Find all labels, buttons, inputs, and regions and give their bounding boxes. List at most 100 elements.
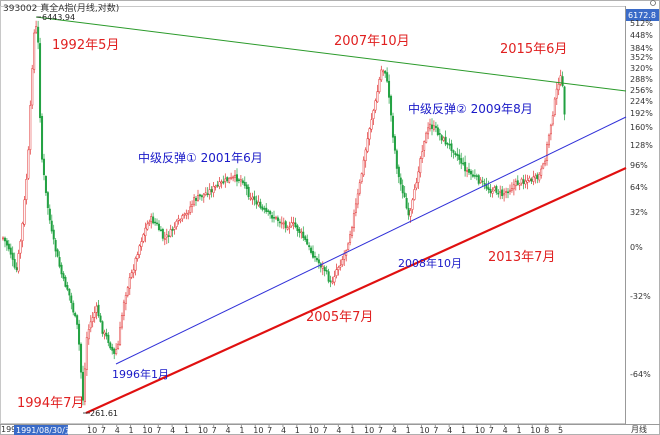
candle-body: [232, 176, 235, 179]
candle-body: [483, 183, 486, 185]
candle-body: [9, 247, 12, 255]
candle-body: [438, 133, 441, 135]
candle-body: [497, 192, 500, 195]
selected-date-box[interactable]: 1991/08/30/五: [14, 425, 73, 435]
candle-body: [495, 186, 498, 193]
candle-body: [101, 321, 104, 334]
trendline-blue-support: [115, 116, 627, 365]
candle-body: [444, 136, 447, 145]
candle-body: [52, 229, 55, 240]
x-tick-label: 4: [170, 426, 175, 435]
candle-body: [196, 195, 199, 201]
candle-body: [290, 222, 293, 227]
candle-body: [518, 183, 521, 186]
candle-body: [274, 216, 277, 219]
candle-body: [329, 280, 332, 283]
candle-body: [109, 342, 112, 349]
candle-body: [247, 186, 250, 198]
candle-body: [208, 189, 211, 195]
candle-body: [148, 221, 151, 224]
x-tick-label: 8: [544, 426, 549, 435]
annotation-2008-10: 2008年10月: [398, 256, 462, 270]
menu-icon: [650, 0, 656, 6]
candle-body: [5, 240, 8, 246]
candle-body: [501, 189, 504, 197]
last-value-box: 6172.8: [626, 9, 659, 21]
candle-body: [204, 192, 207, 195]
candle-body: [29, 105, 32, 150]
candle-body: [27, 149, 30, 179]
low-marker: 261.61: [83, 409, 118, 418]
candle-body: [115, 349, 118, 355]
candle-body: [409, 210, 412, 217]
candle-body: [185, 213, 188, 216]
candle-body: [19, 240, 22, 254]
candle-body: [308, 245, 311, 248]
candle-body: [189, 206, 192, 213]
x-tick-label: 1: [461, 426, 466, 435]
candle-body: [154, 221, 157, 224]
candle-body: [62, 273, 65, 279]
menu-button[interactable]: [650, 0, 656, 6]
candle-body: [405, 197, 408, 209]
candle-body: [195, 197, 198, 201]
candle-body: [528, 177, 531, 181]
candle-body: [508, 189, 511, 192]
candle-body: [183, 213, 186, 216]
candle-body: [171, 228, 174, 231]
annotation-1992-5: 1992年5月: [52, 38, 119, 53]
candle-body: [15, 267, 18, 270]
candle-body: [7, 243, 10, 250]
candle-body: [313, 256, 316, 258]
candle-body: [415, 182, 418, 189]
x-tick-label: 7: [489, 426, 494, 435]
candle-body: [547, 134, 550, 146]
x-tick-label: 10: [419, 426, 429, 435]
candle-body: [454, 152, 457, 156]
x-tick-label: 1: [239, 426, 244, 435]
candle-body: [257, 201, 260, 206]
candle-body: [563, 86, 566, 115]
candle-body: [72, 302, 75, 313]
candle-body: [202, 193, 205, 198]
trendline-upper-resistance: [35, 16, 627, 92]
candle-body: [542, 163, 545, 169]
candle-body: [559, 75, 562, 85]
candle-body: [280, 222, 283, 225]
candle-body: [288, 226, 291, 228]
y-tick-label: 224%: [630, 97, 653, 106]
candle-body: [487, 187, 490, 190]
candle-body: [105, 333, 108, 337]
svg-text:1991/08/30/五: 1991/08/30/五: [16, 426, 73, 435]
candle-body: [74, 312, 77, 317]
candle-body: [366, 138, 369, 152]
candle-body: [514, 181, 517, 187]
candle-body: [331, 281, 334, 284]
candle-body: [378, 79, 381, 93]
candle-body: [489, 188, 492, 193]
candle-body: [83, 368, 86, 402]
candle-body: [224, 178, 227, 182]
candle-body: [91, 317, 94, 322]
x-tick-label: 7: [378, 426, 383, 435]
candle-body: [126, 287, 129, 296]
candle-body: [78, 323, 81, 345]
candle-body: [253, 196, 256, 201]
candle-body: [237, 179, 240, 181]
x-tick-label: 7: [433, 426, 438, 435]
candle-body: [134, 258, 137, 271]
candle-body: [97, 304, 100, 317]
y-tick-label: 64%: [630, 183, 648, 192]
annotation-1996-1: 1996年1月: [112, 367, 169, 381]
y-tick-label: -32%: [630, 292, 651, 301]
candle-body: [446, 143, 449, 145]
x-tick-label: 10: [309, 426, 319, 435]
candles-group: [2, 20, 566, 406]
candle-body: [249, 198, 252, 200]
y-tick-label: -64%: [630, 370, 651, 379]
candle-body: [220, 181, 223, 184]
y-tick-label: 288%: [630, 75, 653, 84]
candle-body: [417, 171, 420, 183]
candle-body: [503, 193, 506, 196]
candle-body: [273, 217, 276, 219]
